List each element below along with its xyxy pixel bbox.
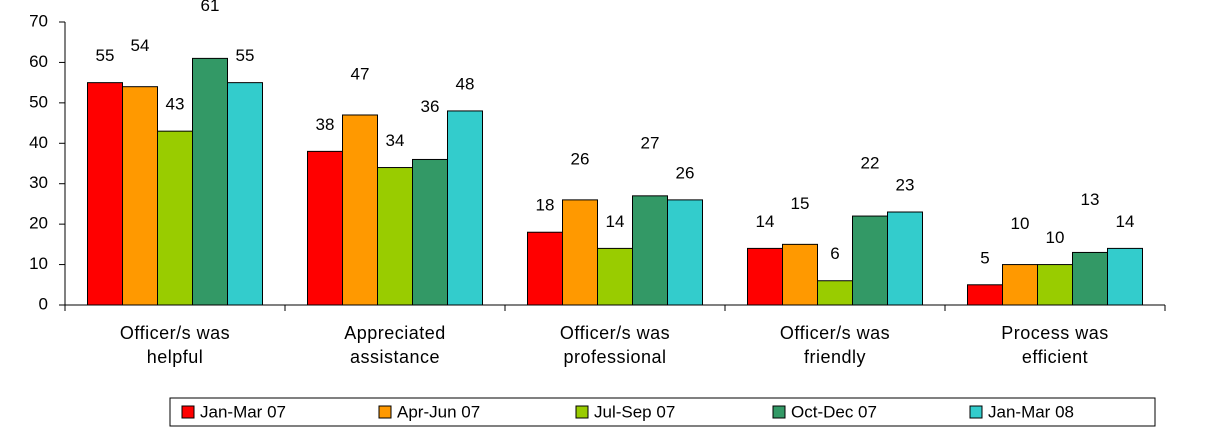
legend-label: Jan-Mar 08 [988, 402, 1074, 421]
data-label: 15 [791, 194, 810, 213]
data-label: 26 [676, 163, 695, 182]
bar [1107, 247, 1143, 306]
x-tick-label: Officer/s was professional [559, 323, 671, 367]
bar [307, 150, 343, 306]
legend-swatch [575, 405, 589, 419]
data-label: 10 [1011, 214, 1030, 233]
data-label: 14 [1116, 212, 1135, 231]
bar [447, 110, 483, 306]
bar [527, 231, 563, 306]
bar [377, 167, 413, 306]
bar [87, 82, 123, 306]
bar [1072, 251, 1108, 306]
bar [747, 247, 783, 306]
bar [1037, 264, 1073, 306]
legend-label: Apr-Jun 07 [397, 402, 480, 421]
bar [967, 284, 1003, 306]
data-label: 18 [536, 196, 555, 215]
data-label: 23 [896, 175, 915, 194]
y-tick-label: 50 [29, 92, 48, 111]
bar [782, 243, 818, 306]
data-label: 61 [201, 0, 220, 15]
data-label: 27 [641, 133, 660, 152]
legend-swatch [181, 405, 195, 419]
bar [1002, 264, 1038, 306]
data-label: 5 [980, 248, 989, 267]
data-label: 34 [386, 131, 405, 150]
bar [852, 215, 888, 306]
x-tick-label: Officer/s was friendly [779, 323, 891, 367]
data-label: 14 [756, 212, 775, 231]
legend-swatch [378, 405, 392, 419]
bar [122, 86, 158, 306]
legend-label: Jul-Sep 07 [594, 402, 675, 421]
data-label: 38 [316, 115, 335, 134]
data-label: 14 [606, 212, 625, 231]
legend-label: Jan-Mar 07 [200, 402, 286, 421]
data-label: 54 [131, 36, 150, 55]
x-tick-label: Process was efficient [1001, 323, 1109, 367]
y-tick-label: 60 [29, 52, 48, 71]
bar [667, 199, 703, 306]
data-label: 48 [456, 74, 475, 93]
data-label: 47 [351, 64, 370, 83]
y-tick-label: 0 [39, 294, 48, 313]
bar [192, 57, 228, 306]
bar [412, 158, 448, 306]
bar [817, 280, 853, 306]
data-label: 6 [830, 244, 839, 263]
data-label: 43 [166, 95, 185, 114]
data-label: 36 [421, 97, 440, 116]
y-tick-label: 70 [29, 11, 48, 30]
legend-label: Oct-Dec 07 [791, 402, 877, 421]
legend-swatch [772, 405, 786, 419]
bar [342, 114, 378, 306]
data-label: 13 [1081, 190, 1100, 209]
x-tick-label: Officer/s was helpful [119, 323, 231, 367]
data-label: 10 [1046, 228, 1065, 247]
data-label: 55 [236, 46, 255, 65]
bar [887, 211, 923, 306]
y-tick-label: 10 [29, 254, 48, 273]
x-tick-label: Appreciated assistance [344, 323, 446, 367]
y-tick-label: 40 [29, 133, 48, 152]
legend-swatch [969, 405, 983, 419]
y-tick-label: 20 [29, 214, 48, 233]
bar [157, 130, 193, 306]
y-tick-label: 30 [29, 173, 48, 192]
data-label: 55 [96, 46, 115, 65]
bar [227, 82, 263, 306]
data-label: 22 [861, 154, 880, 173]
bar [597, 247, 633, 306]
bar [632, 195, 668, 306]
data-label: 26 [571, 149, 590, 168]
legend-box [169, 397, 1156, 427]
bar [562, 199, 598, 306]
